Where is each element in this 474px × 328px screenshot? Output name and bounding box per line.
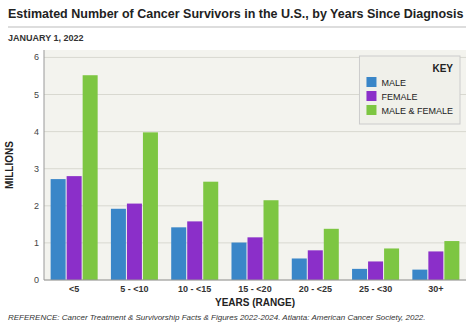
y-tick-label: 6 — [34, 52, 39, 62]
y-axis — [44, 50, 45, 280]
x-tick-label: <5 — [69, 284, 79, 294]
legend-swatch — [366, 91, 376, 101]
bar — [51, 179, 66, 280]
bar — [384, 248, 399, 280]
bar — [247, 237, 262, 280]
subtitle: JANUARY 1, 2022 — [8, 33, 84, 43]
legend-label: MALE — [381, 78, 406, 88]
x-axis — [44, 280, 466, 281]
legend: KEY MALE FEMALE MALE & FEMALE — [359, 56, 460, 124]
bar — [412, 270, 427, 280]
bar — [67, 176, 82, 280]
y-tick-label: 0 — [34, 275, 39, 285]
x-tick-label: 15 - <20 — [238, 284, 271, 294]
title: Estimated Number of Cancer Survivors in … — [8, 7, 464, 21]
bars — [51, 75, 460, 280]
title-rule — [8, 27, 466, 28]
x-tick-label: 25 - <30 — [359, 284, 392, 294]
background — [0, 0, 474, 328]
chart: Estimated Number of Cancer Survivors in … — [0, 0, 474, 328]
bar — [111, 209, 126, 280]
plot-area — [44, 50, 466, 280]
legend-box — [359, 56, 460, 124]
y-tick-label: 1 — [34, 238, 39, 248]
grid-line — [44, 168, 466, 169]
bar — [231, 243, 246, 280]
bar — [324, 229, 339, 280]
bar — [308, 250, 323, 280]
x-tick-label: 5 - <10 — [120, 284, 148, 294]
legend-label: MALE & FEMALE — [381, 106, 453, 116]
grid-line — [44, 280, 466, 281]
x-tick-label: 10 - <15 — [178, 284, 211, 294]
y-tick-label: 2 — [34, 201, 39, 211]
y-tick-label: 3 — [34, 164, 39, 174]
bar — [428, 251, 443, 280]
x-tick-label: 30+ — [428, 284, 443, 294]
bar — [444, 241, 459, 280]
bar — [187, 221, 202, 280]
bar — [203, 182, 218, 280]
bar — [292, 258, 307, 280]
legend-swatch — [366, 105, 376, 115]
bar — [127, 204, 142, 280]
x-axis-label: YEARS (RANGE) — [215, 297, 295, 308]
y-tick-label: 5 — [34, 90, 39, 100]
grid-line — [44, 205, 466, 206]
legend-label: FEMALE — [381, 92, 417, 102]
bar — [368, 261, 383, 280]
legend-title: KEY — [432, 63, 453, 74]
bar — [171, 227, 186, 280]
bar — [143, 132, 158, 280]
legend-swatch — [366, 77, 376, 87]
reference: REFERENCE: Cancer Treatment & Survivorsh… — [8, 313, 426, 322]
bar — [352, 269, 367, 280]
bar — [83, 75, 98, 280]
bar — [264, 200, 279, 280]
y-axis-label: MILLIONS — [4, 141, 15, 189]
y-tick-label: 4 — [34, 127, 39, 137]
x-tick-label: 20 - <25 — [299, 284, 332, 294]
grid-line — [44, 131, 466, 132]
